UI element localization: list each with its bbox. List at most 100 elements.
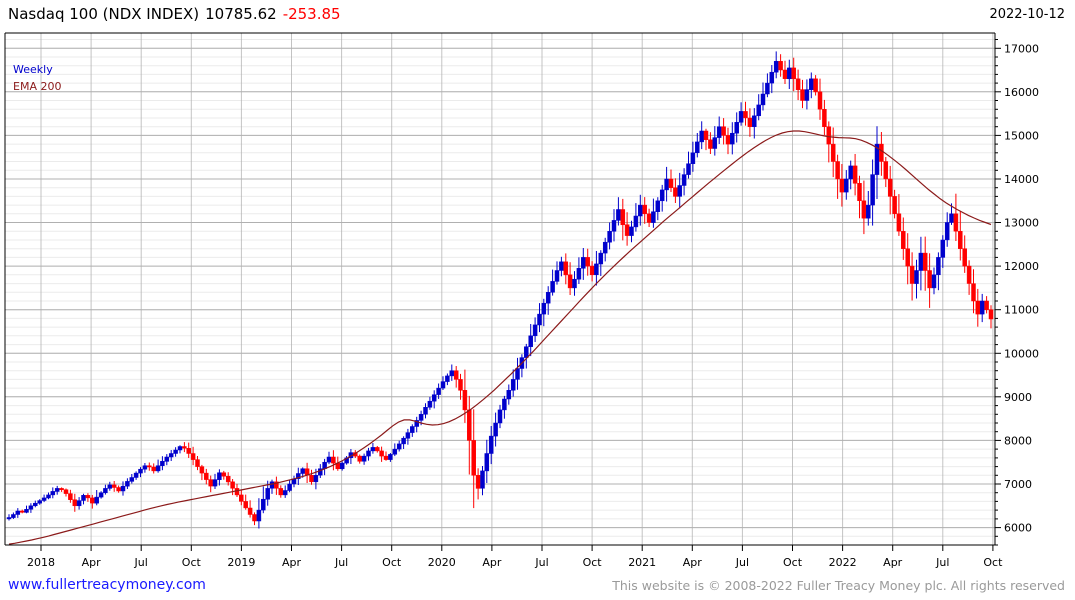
candle-body[interactable] [278, 488, 284, 496]
candle-body[interactable] [589, 265, 595, 276]
candle-body[interactable] [151, 466, 156, 472]
candle-body[interactable] [28, 505, 34, 510]
candle-body[interactable] [690, 152, 696, 164]
candle-body[interactable] [572, 278, 577, 289]
candle-body[interactable] [909, 265, 915, 284]
candle-body[interactable] [388, 454, 393, 460]
candle-body[interactable] [247, 507, 253, 515]
candle-body[interactable] [927, 270, 932, 289]
candle-body[interactable] [383, 455, 389, 460]
candle-body[interactable] [721, 126, 726, 136]
candle-body[interactable] [787, 67, 792, 80]
candle-body[interactable] [261, 498, 266, 511]
candle-body[interactable] [800, 89, 805, 101]
candle-body[interactable] [585, 257, 590, 267]
candle-body[interactable] [217, 472, 222, 480]
candle-body[interactable] [300, 468, 305, 474]
candle-body[interactable] [120, 485, 126, 492]
candle-body[interactable] [54, 488, 60, 492]
candle-body[interactable] [848, 165, 853, 180]
candle-body[interactable] [844, 178, 849, 193]
candle-body[interactable] [712, 137, 718, 149]
candle-body[interactable] [467, 409, 472, 441]
candle-body[interactable] [624, 224, 630, 236]
candle-body[interactable] [563, 261, 569, 276]
candle-body[interactable] [339, 462, 345, 470]
candle-body[interactable] [418, 414, 424, 421]
candle-body[interactable] [401, 437, 406, 445]
candle-body[interactable] [984, 300, 989, 310]
candle-body[interactable] [449, 370, 455, 377]
candle-body[interactable] [791, 67, 796, 80]
candle-body[interactable] [225, 475, 231, 483]
candle-body[interactable] [85, 495, 91, 499]
candle-body[interactable] [581, 257, 586, 269]
candle-body[interactable] [699, 130, 704, 143]
candle-body[interactable] [287, 483, 292, 491]
candle-body[interactable] [326, 456, 332, 463]
candle-body[interactable] [208, 479, 213, 487]
candle-body[interactable] [607, 231, 612, 243]
candle-body[interactable] [839, 178, 845, 193]
candle-body[interactable] [177, 446, 183, 451]
candle-body[interactable] [857, 183, 862, 201]
candle-body[interactable] [510, 379, 516, 391]
candle-body[interactable] [778, 61, 783, 71]
candle-body[interactable] [63, 489, 69, 494]
candle-body[interactable] [804, 89, 810, 101]
candle-body[interactable] [725, 135, 731, 145]
candle-body[interactable] [204, 472, 209, 480]
candle-body[interactable] [252, 514, 257, 522]
candle-body[interactable] [822, 109, 827, 127]
candle-body[interactable] [11, 514, 16, 518]
candle-body[interactable] [361, 455, 367, 462]
candle-body[interactable] [611, 220, 617, 232]
candle-body[interactable] [795, 78, 801, 90]
candle-body[interactable] [234, 488, 240, 496]
candle-body[interactable] [559, 261, 564, 271]
candle-body[interactable] [620, 209, 626, 226]
candle-body[interactable] [37, 500, 42, 504]
candle-body[interactable] [528, 335, 533, 347]
candle-body[interactable] [874, 143, 880, 175]
candle-body[interactable] [730, 132, 735, 145]
candle-body[interactable] [638, 204, 643, 217]
candle-body[interactable] [524, 346, 529, 358]
candle-body[interactable] [962, 248, 967, 267]
candle-body[interactable] [59, 488, 64, 490]
candle-body[interactable] [195, 459, 200, 467]
candle-body[interactable] [230, 481, 235, 489]
candle-body[interactable] [453, 370, 459, 380]
candle-body[interactable] [98, 492, 104, 498]
candlestick-series[interactable] [6, 51, 994, 529]
candle-body[interactable] [147, 465, 152, 468]
price-chart[interactable]: 6000 7000 8000 9000 10000 11000 12000 13000 1400… [0, 28, 1075, 568]
candle-body[interactable] [616, 209, 621, 221]
candle-body[interactable] [440, 381, 446, 389]
candle-body[interactable] [918, 252, 924, 271]
candle-body[interactable] [716, 126, 722, 138]
candle-body[interactable] [813, 78, 818, 93]
candle-body[interactable] [734, 122, 739, 134]
candle-body[interactable] [673, 187, 678, 197]
candle-body[interactable] [537, 313, 542, 326]
candle-body[interactable] [752, 115, 757, 127]
candle-body[interactable] [239, 494, 244, 502]
candle-body[interactable] [567, 274, 573, 289]
candle-body[interactable] [33, 502, 38, 507]
candle-body[interactable] [475, 475, 481, 489]
candle-body[interactable] [664, 178, 669, 191]
candle-body[interactable] [160, 461, 165, 466]
candle-body[interactable] [72, 499, 78, 507]
candle-body[interactable] [484, 453, 490, 472]
candle-body[interactable] [212, 479, 218, 487]
candle-body[interactable] [427, 400, 433, 408]
candle-body[interactable] [46, 494, 51, 499]
candle-body[interactable] [602, 241, 608, 254]
candle-body[interactable] [703, 130, 709, 140]
candle-body[interactable] [168, 453, 174, 458]
candle-body[interactable] [896, 213, 902, 232]
candle-body[interactable] [221, 472, 227, 477]
candle-body[interactable] [458, 379, 463, 391]
candle-body[interactable] [826, 126, 832, 145]
